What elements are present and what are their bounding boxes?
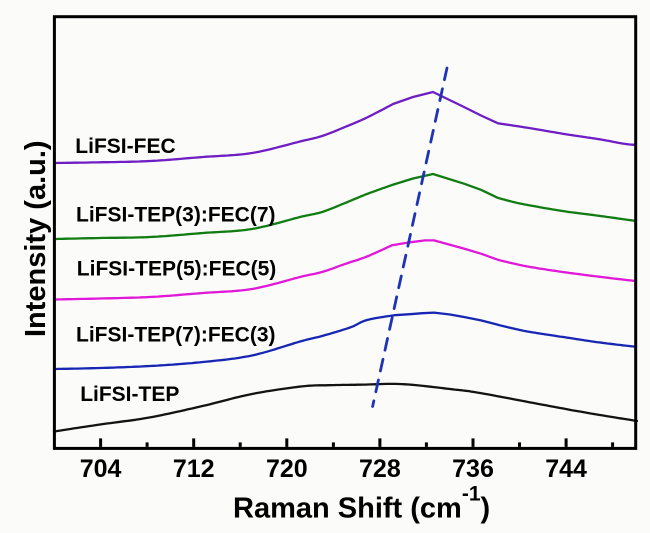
svg-text:LiFSI-TEP(5):FEC(5): LiFSI-TEP(5):FEC(5)	[77, 258, 276, 281]
svg-text:LiFSI-TEP(7):FEC(3): LiFSI-TEP(7):FEC(3)	[76, 324, 276, 347]
svg-text:744: 744	[545, 455, 587, 483]
svg-text:LiFSI-FEC: LiFSI-FEC	[75, 135, 175, 158]
svg-text:704: 704	[80, 455, 122, 483]
svg-text:720: 720	[266, 455, 308, 483]
svg-text:712: 712	[173, 455, 215, 483]
svg-text:LiFSI-TEP(3):FEC(7): LiFSI-TEP(3):FEC(7)	[76, 204, 276, 227]
svg-text:728: 728	[359, 455, 401, 483]
svg-text:Intensity (a.u.): Intensity (a.u.)	[20, 140, 52, 337]
svg-text:736: 736	[452, 455, 494, 483]
svg-text:LiFSI-TEP: LiFSI-TEP	[80, 383, 179, 406]
